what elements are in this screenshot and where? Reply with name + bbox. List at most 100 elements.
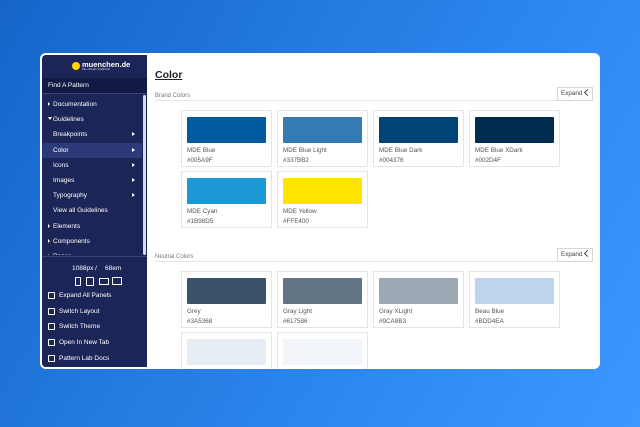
swatch-card: MDE Blue Dark #004376 — [373, 110, 464, 167]
logo-subtitle: Das offizielle Stadtportal — [82, 68, 110, 71]
nav-item[interactable]: Guidelines — [42, 112, 142, 127]
section-heading: Neutral Colors — [155, 254, 194, 260]
swatch-card: MDE Blue Light #337BB2 — [277, 110, 368, 167]
swatch-hex: #002D4F — [475, 157, 501, 164]
device-tablet[interactable] — [86, 277, 94, 286]
swatch-name: MDE Blue — [187, 147, 216, 154]
nav-subitem[interactable]: Color — [42, 142, 142, 158]
swatch-card: Grey #3A5368 — [181, 271, 272, 328]
nav-item[interactable]: Pages — [42, 249, 142, 255]
nav-subitem[interactable]: Typography — [42, 188, 142, 203]
logo: muenchen.de — [82, 60, 131, 69]
swatch-color — [283, 117, 362, 143]
main-content: Color Brand Colors Expand MDE Blue #005A9F M… — [147, 53, 600, 369]
expand-arrow — [48, 223, 50, 228]
expand-arrow — [48, 102, 50, 106]
swatch-color — [379, 278, 458, 304]
swatch-color — [283, 178, 362, 204]
nav-item[interactable]: Components — [42, 234, 142, 249]
swatch-color — [475, 117, 554, 143]
tools: Expand All Panels Switch Layout Switch The… — [42, 288, 147, 367]
logo-mark — [72, 62, 80, 70]
swatch-color — [283, 339, 362, 365]
expand-label: Expand — [561, 90, 583, 97]
viewport-px[interactable]: 1088px / — [72, 265, 97, 272]
expand-icon — [584, 88, 592, 97]
swatch-name: MDE Yellow — [283, 208, 317, 215]
device-laptop[interactable] — [99, 278, 109, 285]
nav-sublabel: Icons — [53, 161, 69, 169]
nav-sublabel: Typography — [53, 192, 87, 200]
swatch-name: Grey — [187, 308, 201, 315]
swatch-card: MDE Blue #005A9F — [181, 110, 272, 167]
swatch-card — [181, 332, 272, 369]
section-divider — [155, 100, 592, 101]
nav-item[interactable]: Elements — [42, 219, 142, 234]
nav-label: Pages — [53, 253, 71, 255]
nav-sublabel: View all Guidelines — [53, 207, 108, 215]
expand-button[interactable]: Expand — [557, 248, 593, 262]
tool-item[interactable]: Switch Theme — [42, 319, 147, 334]
expand-arrow — [48, 238, 50, 243]
nav-label: Documentation — [53, 101, 97, 108]
tool-item[interactable]: Pattern Lab Docs — [42, 351, 147, 366]
swatch-card: MDE Yellow #FFE400 — [277, 171, 368, 228]
swatch-hex: #004376 — [379, 157, 404, 164]
sidebar: muenchen.de Das offizielle Stadtportal F… — [42, 55, 147, 367]
swatch-hex: #1B98D5 — [187, 218, 214, 225]
swatch-color — [475, 278, 554, 304]
tool-item[interactable]: Switch Layout — [42, 304, 147, 319]
expand-label: Expand — [561, 251, 583, 258]
swatch-color — [379, 117, 458, 143]
nav-subitem[interactable]: View all Guidelines — [42, 203, 142, 218]
swatch-color — [187, 117, 266, 143]
submenu-arrow — [132, 132, 135, 137]
swatch-color — [187, 278, 266, 304]
tool-icon — [48, 307, 55, 315]
search-box[interactable]: Find A Pattern — [42, 78, 147, 94]
swatch-name: MDE Blue Dark — [379, 147, 423, 154]
swatch-card: Gray XLight #9CA8B3 — [373, 271, 464, 328]
expand-icon — [584, 249, 592, 258]
tool-icon — [48, 354, 55, 362]
submenu-arrow — [132, 178, 135, 182]
viewport-em[interactable]: 68em — [105, 265, 122, 272]
expand-button[interactable]: Expand — [557, 87, 593, 101]
nav-item[interactable]: Documentation — [42, 97, 142, 112]
search-placeholder: Find A Pattern — [48, 82, 89, 89]
tool-item[interactable]: Open In New Tab — [42, 335, 147, 350]
device-phone[interactable] — [75, 277, 81, 286]
swatch-color — [187, 178, 266, 204]
swatch-color — [283, 278, 362, 304]
swatch-hex: #337BB2 — [283, 157, 309, 164]
swatch-card: MDE Cyan #1B98D5 — [181, 171, 272, 228]
swatch-hex: #005A9F — [187, 157, 213, 164]
nav-sublabel: Images — [53, 177, 75, 184]
swatch-card — [277, 332, 368, 369]
app-window: muenchen.de Das offizielle Stadtportal F… — [40, 53, 600, 369]
nav-label: Components — [53, 237, 90, 245]
nav-label: Elements — [53, 222, 81, 230]
nav-sublabel: Color — [53, 146, 69, 154]
nav-subitem[interactable]: Images — [42, 173, 142, 188]
page-title: Color — [155, 69, 183, 81]
swatch-card: MDE Blue XDark #002D4F — [469, 110, 560, 167]
nav-subitem[interactable]: Breakpoints — [42, 127, 142, 142]
swatch-hex: #9CA8B3 — [379, 318, 406, 325]
swatch-card: Beau Blue #BDD4EA — [469, 271, 560, 328]
tool-label: Switch Theme — [59, 323, 101, 331]
swatch-hex: #3A5368 — [187, 318, 213, 325]
tool-icon — [48, 292, 55, 299]
tool-item[interactable]: Expand All Panels — [42, 288, 147, 303]
swatch-card: Gray Light #617586 — [277, 271, 368, 328]
swatch-name: Beau Blue — [475, 308, 505, 315]
nav: Documentation Guidelines Breakpoints Color I… — [42, 95, 147, 255]
tool-label: Pattern Lab Docs — [59, 354, 110, 362]
nav-sublabel: Breakpoints — [53, 131, 88, 139]
device-desktop[interactable] — [112, 277, 122, 285]
nav-subitem[interactable]: Icons — [42, 158, 142, 173]
tool-icon — [48, 323, 55, 331]
tool-icon — [48, 339, 55, 347]
nav-label: Guidelines — [53, 116, 84, 124]
swatch-color — [187, 339, 266, 365]
